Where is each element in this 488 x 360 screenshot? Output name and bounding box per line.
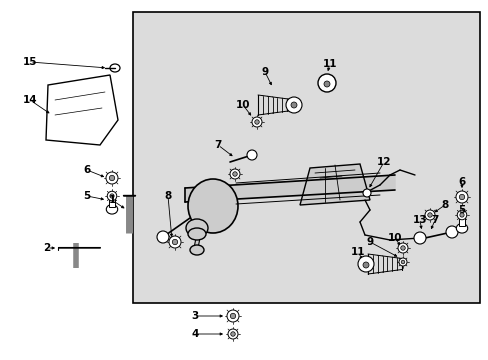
Circle shape	[427, 213, 431, 217]
Ellipse shape	[187, 228, 205, 240]
Text: 6: 6	[83, 165, 90, 175]
Circle shape	[317, 74, 335, 92]
Ellipse shape	[187, 179, 238, 233]
Text: 1: 1	[108, 195, 115, 205]
Circle shape	[251, 117, 262, 127]
Circle shape	[230, 313, 235, 319]
Text: 15: 15	[23, 57, 37, 67]
Polygon shape	[299, 164, 369, 205]
Polygon shape	[458, 217, 464, 226]
Text: 6: 6	[457, 177, 465, 187]
Circle shape	[157, 231, 169, 243]
Text: 8: 8	[164, 191, 171, 201]
Circle shape	[397, 243, 407, 253]
Circle shape	[458, 194, 464, 200]
Text: 11: 11	[350, 247, 365, 257]
Text: 4: 4	[191, 329, 198, 339]
Text: 2: 2	[43, 243, 51, 253]
Circle shape	[109, 175, 115, 181]
Circle shape	[400, 246, 405, 250]
Circle shape	[459, 213, 463, 217]
Polygon shape	[46, 75, 118, 145]
Circle shape	[106, 172, 118, 184]
Text: 13: 13	[412, 215, 427, 225]
Circle shape	[357, 256, 373, 272]
Circle shape	[324, 81, 329, 87]
Text: 14: 14	[22, 95, 37, 105]
Circle shape	[230, 332, 235, 336]
Circle shape	[226, 310, 239, 322]
Circle shape	[362, 262, 368, 268]
Circle shape	[172, 239, 177, 245]
Circle shape	[227, 329, 238, 339]
Circle shape	[246, 150, 257, 160]
Circle shape	[229, 169, 240, 179]
Circle shape	[285, 97, 302, 113]
Text: 7: 7	[214, 140, 221, 150]
Circle shape	[290, 102, 296, 108]
Text: 9: 9	[261, 67, 268, 77]
Bar	[133, 12, 479, 303]
Circle shape	[232, 172, 237, 176]
Text: 5: 5	[457, 205, 465, 215]
Circle shape	[413, 232, 425, 244]
Circle shape	[400, 260, 404, 264]
Circle shape	[107, 191, 117, 201]
Circle shape	[169, 236, 181, 248]
Text: 12: 12	[376, 157, 390, 167]
Ellipse shape	[106, 204, 118, 214]
Text: 9: 9	[366, 237, 373, 247]
Text: 5: 5	[83, 191, 90, 201]
Ellipse shape	[185, 219, 207, 237]
Circle shape	[455, 191, 467, 203]
Ellipse shape	[455, 224, 467, 233]
Text: 8: 8	[441, 200, 447, 210]
Circle shape	[362, 189, 370, 197]
Circle shape	[254, 120, 259, 124]
Circle shape	[424, 210, 434, 220]
Circle shape	[456, 210, 466, 220]
Circle shape	[398, 258, 406, 266]
Circle shape	[445, 226, 457, 238]
Text: 11: 11	[322, 59, 337, 69]
Ellipse shape	[190, 245, 203, 255]
Polygon shape	[184, 175, 394, 202]
Text: 10: 10	[387, 233, 402, 243]
Circle shape	[110, 194, 114, 198]
Polygon shape	[109, 198, 115, 207]
Ellipse shape	[110, 64, 120, 72]
Text: 7: 7	[430, 215, 438, 225]
Text: 3: 3	[191, 311, 198, 321]
Text: 10: 10	[235, 100, 250, 110]
